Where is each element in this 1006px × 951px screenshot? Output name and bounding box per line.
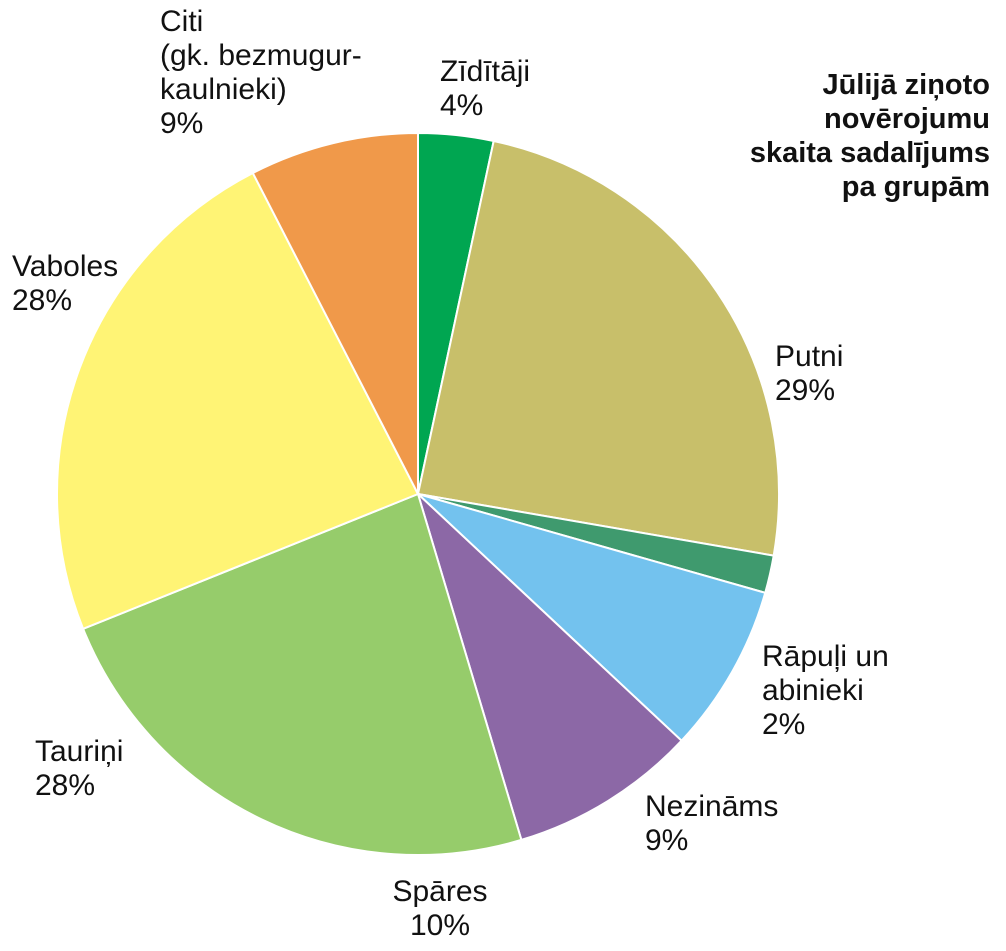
pie-slice	[81, 492, 523, 856]
category-label: Citi (gk. bezmugur- kaulnieki)	[160, 5, 362, 106]
category-label: Vaboles	[12, 250, 119, 283]
chart-title: Jūlijā ziņoto novērojumu skaita sadalīju…	[749, 69, 990, 203]
pie-slice	[416, 139, 780, 557]
pie-slice	[56, 171, 420, 631]
slice-label: Tauriņi 28%	[35, 735, 123, 803]
value-label: 28%	[35, 769, 96, 802]
slice-label: Nezināms 9%	[645, 790, 778, 858]
slice-label: Spāres 10%	[350, 875, 530, 943]
value-label: 10%	[409, 909, 471, 942]
slice-label: Vaboles 28%	[12, 250, 118, 318]
category-label: Spāres	[392, 875, 488, 908]
value-label: 29%	[775, 374, 836, 407]
category-label: Zīdītāji	[440, 55, 531, 88]
category-label: Rāpuļi un abinieki	[762, 640, 889, 707]
category-label: Nezināms	[645, 790, 779, 823]
value-label: 2%	[762, 708, 806, 741]
slice-label: Zīdītāji 4%	[440, 55, 530, 123]
pie-slice	[415, 490, 683, 842]
value-label: 4%	[440, 89, 484, 122]
value-label: 9%	[645, 824, 689, 857]
value-label: 9%	[160, 107, 204, 140]
pie-slice	[417, 493, 767, 743]
category-label: Tauriņi	[35, 735, 124, 768]
pie-slice	[251, 131, 419, 495]
slice-label: Citi (gk. bezmugur- kaulnieki) 9%	[160, 5, 362, 141]
value-label: 28%	[12, 284, 73, 317]
slice-label: Putni 29%	[775, 340, 843, 408]
slice-label: Rāpuļi un abinieki 2%	[762, 640, 889, 742]
category-label: Putni	[775, 340, 844, 373]
